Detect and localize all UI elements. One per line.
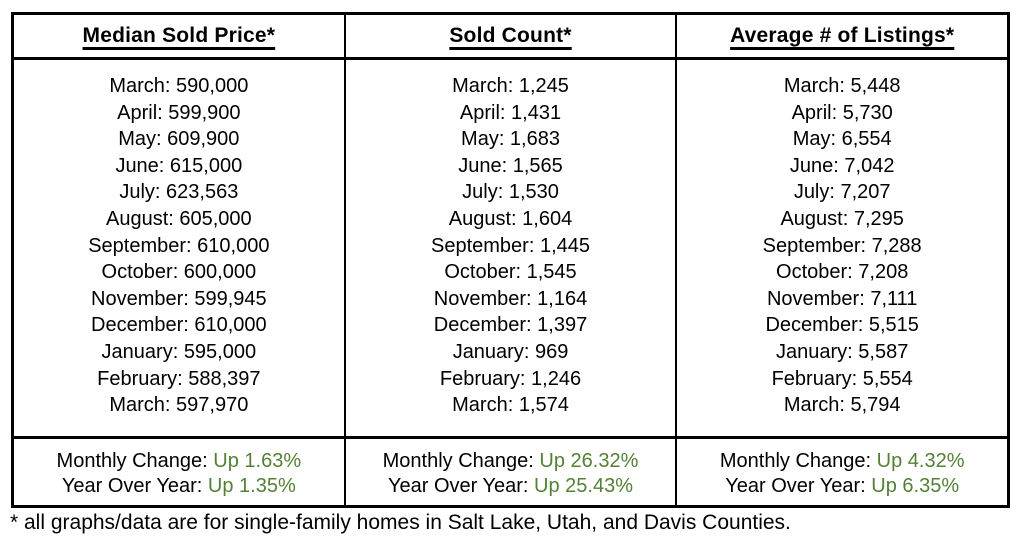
change-summary: Monthly Change: Up 1.63% Year Over Year:…	[14, 436, 344, 505]
year-over-year-value: Up 1.35%	[207, 474, 296, 497]
year-over-year-label: Year Over Year:	[61, 474, 203, 497]
month-value-row: October: 7,208	[776, 261, 909, 284]
monthly-change-line: Monthly Change: Up 4.32%	[677, 449, 1007, 474]
month-value-row: April: 599,900	[117, 101, 241, 124]
monthly-values-list: March: 5,448 April: 5,730 May: 6,554 June: …	[677, 60, 1007, 436]
year-over-year-label: Year Over Year:	[725, 474, 866, 497]
monthly-change-label: Monthly Change:	[719, 450, 872, 472]
month-value-row: March: 1,245	[452, 75, 569, 97]
month-value-row: May: 1,683	[461, 128, 560, 151]
month-value-row: September: 7,288	[762, 234, 922, 257]
year-over-year-line: Year Over Year: Up 25.43%	[346, 474, 676, 499]
month-value-row: May: 6,554	[792, 128, 892, 151]
change-summary: Monthly Change: Up 26.32% Year Over Year…	[345, 436, 676, 505]
month-value-row: December: 1,397	[433, 314, 588, 337]
month-value-row: October: 600,000	[101, 261, 257, 284]
year-over-year-value: Up 6.35%	[871, 474, 960, 497]
month-value-row: July: 1,530	[462, 181, 559, 204]
column-header-label: Median Sold Price*	[82, 24, 276, 47]
month-value-row: April: 1,431	[459, 101, 562, 124]
month-value-row: August: 7,295	[780, 207, 904, 230]
month-value-row: June: 1,565	[458, 154, 563, 177]
column-header-median-sold-price: Median Sold Price*	[14, 15, 344, 60]
month-value-row: March: 590,000	[109, 75, 249, 97]
month-value-row: March: 1,574	[452, 394, 569, 417]
month-value-row: July: 7,207	[793, 181, 891, 204]
monthly-change-value: Up 1.63%	[213, 450, 302, 472]
month-value-row: February: 5,554	[771, 367, 913, 390]
month-value-row: September: 1,445	[431, 234, 590, 257]
month-value-row: January: 595,000	[101, 340, 257, 363]
monthly-values-list: March: 1,245 April: 1,431 May: 1,683 June: …	[346, 60, 676, 436]
year-over-year-value: Up 25.43%	[534, 474, 633, 497]
column-median-sold-price: Median Sold Price* March: 590,000 April: …	[14, 15, 344, 505]
month-value-row: March: 5,794	[783, 394, 901, 417]
monthly-change-label: Monthly Change:	[56, 450, 208, 472]
monthly-change-label: Monthly Change:	[382, 450, 534, 472]
column-average-listings: Average # of Listings* March: 5,448 April…	[675, 15, 1008, 505]
month-value-row: March: 597,970	[109, 394, 249, 417]
month-value-row: November: 1,164	[433, 287, 588, 310]
month-value-row: December: 5,515	[765, 314, 919, 337]
month-value-row: June: 7,042	[789, 154, 895, 177]
monthly-change-line: Monthly Change: Up 26.32%	[346, 449, 676, 474]
month-value-row: November: 599,945	[91, 287, 267, 310]
column-header-sold-count: Sold Count*	[345, 15, 676, 60]
footnote: * all graphs/data are for single-family …	[10, 511, 791, 534]
month-value-row: December: 610,000	[91, 314, 267, 337]
month-value-row: July: 623,563	[119, 181, 239, 204]
year-over-year-line: Year Over Year: Up 6.35%	[677, 474, 1007, 499]
column-sold-count: Sold Count* March: 1,245 April: 1,431 May:…	[343, 15, 676, 505]
month-value-row: May: 609,900	[118, 128, 240, 151]
month-value-row: March: 5,448	[783, 75, 901, 97]
month-value-row: August: 605,000	[105, 207, 252, 230]
month-value-row: November: 7,111	[766, 287, 918, 310]
monthly-change-value: Up 26.32%	[539, 450, 639, 472]
month-value-row: February: 1,246	[439, 367, 582, 390]
month-value-row: February: 588,397	[97, 367, 261, 390]
column-header-average-listings: Average # of Listings*	[677, 15, 1008, 60]
month-value-row: September: 610,000	[88, 234, 270, 257]
monthly-change-value: Up 4.32%	[876, 450, 965, 472]
year-over-year-line: Year Over Year: Up 1.35%	[14, 474, 344, 499]
month-value-row: August: 1,604	[448, 207, 573, 230]
month-value-row: January: 5,587	[776, 340, 909, 363]
column-header-label: Average # of Listings*	[730, 24, 955, 47]
column-header-label: Sold Count*	[449, 24, 572, 47]
year-over-year-label: Year Over Year:	[388, 474, 529, 497]
month-value-row: June: 615,000	[115, 154, 243, 177]
month-value-row: October: 1,545	[444, 261, 577, 284]
market-stats-table: Median Sold Price* March: 590,000 April: …	[11, 12, 1010, 508]
change-summary: Monthly Change: Up 4.32% Year Over Year:…	[677, 436, 1008, 505]
monthly-values-list: March: 590,000 April: 599,900 May: 609,900…	[14, 60, 344, 436]
month-value-row: January: 969	[452, 340, 569, 363]
monthly-change-line: Monthly Change: Up 1.63%	[14, 449, 344, 474]
month-value-row: April: 5,730	[791, 101, 893, 124]
